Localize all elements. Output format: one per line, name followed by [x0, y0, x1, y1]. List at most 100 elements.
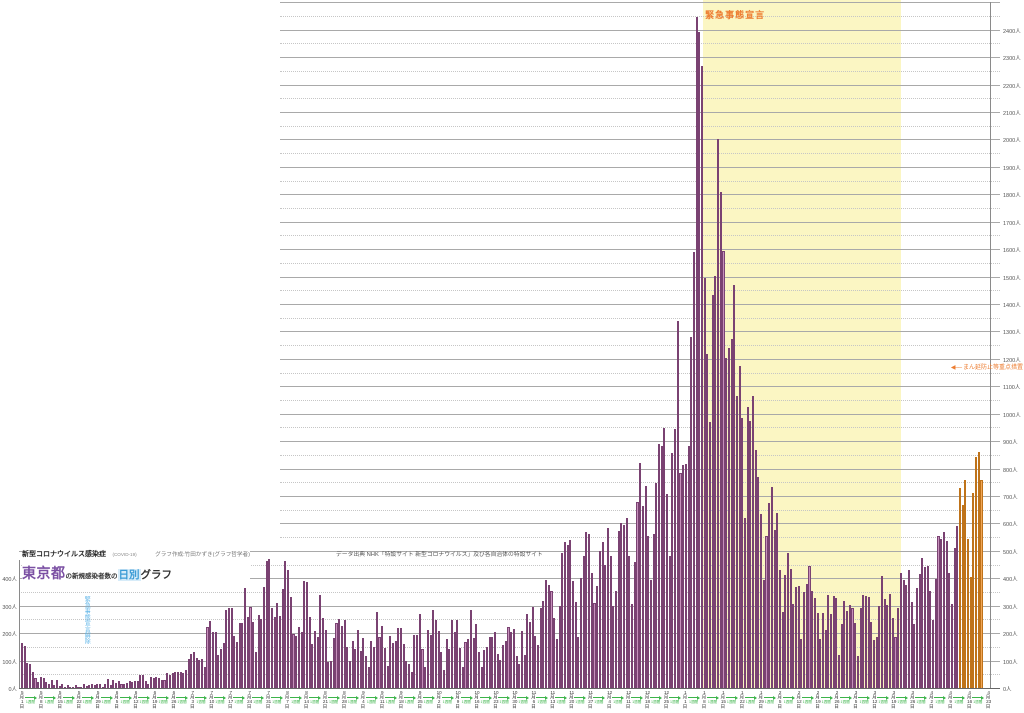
one-week-label: 1週間: [613, 700, 623, 704]
disease-name-en: (COVID-19): [112, 552, 137, 557]
week-date-label: 8月7日: [285, 690, 291, 709]
bar: [604, 564, 607, 688]
one-week-arrow-icon: 1週間: [233, 695, 246, 705]
bar: [778, 570, 781, 688]
disease-name: 新型コロナウイルス感染症: [22, 551, 106, 558]
arrow-shaft: [309, 697, 319, 699]
bar: [262, 587, 265, 688]
one-week-arrow-icon: 1週間: [801, 695, 814, 705]
week-cell: 3月5日 1週間: [853, 690, 872, 708]
bar: [370, 641, 373, 688]
bar: [531, 607, 534, 688]
bar: [300, 631, 303, 688]
bar: [596, 585, 599, 688]
arrow-head: [507, 695, 511, 700]
gridline: [280, 331, 1000, 333]
bar: [674, 429, 677, 688]
bar: [421, 648, 424, 688]
gridline: [280, 125, 1000, 127]
arrow-head: [90, 695, 94, 700]
bar: [816, 613, 819, 688]
one-week-label: 1週間: [328, 700, 339, 704]
bar: [848, 605, 851, 688]
bar: [811, 591, 814, 688]
bar: [585, 531, 588, 688]
bar: [757, 477, 760, 688]
bar: [332, 638, 335, 688]
bar: [528, 621, 532, 688]
chart-main-title: 東京都の新規感染者数の日別グラフ: [22, 563, 250, 583]
one-week-arrow-icon: 1週間: [327, 695, 340, 705]
bar: [598, 550, 601, 688]
bar: [55, 679, 59, 688]
bar: [910, 602, 913, 688]
bar: [980, 479, 983, 688]
bar: [671, 453, 674, 688]
bar: [101, 686, 104, 688]
bar: [254, 652, 257, 688]
arrow-head: [905, 695, 909, 700]
one-week-label: 1週間: [442, 700, 452, 704]
one-week-label: 1週間: [253, 700, 263, 704]
bar: [964, 479, 967, 688]
arrow-shaft: [934, 697, 944, 699]
bar: [289, 597, 292, 688]
bar: [273, 617, 276, 688]
bar: [883, 599, 886, 688]
one-week-label: 1週間: [878, 700, 888, 704]
week-cell: 12月25日 1週間: [663, 690, 682, 708]
arrow-head: [715, 695, 719, 700]
y-axis-label: 1400人: [1003, 302, 1021, 309]
bar: [107, 678, 110, 688]
gridline: [280, 399, 1000, 401]
x-axis-baseline: [19, 688, 1000, 689]
bar: [31, 672, 34, 688]
week-cell: 1月15日 1週間: [720, 690, 739, 708]
bar: [485, 646, 489, 688]
week-cell: 7月17日 1週間: [227, 690, 246, 708]
bar: [426, 629, 429, 688]
one-week-arrow-icon: 1週間: [972, 695, 985, 705]
one-week-arrow-icon: 1週間: [612, 695, 625, 705]
bar: [26, 663, 29, 688]
bar: [709, 421, 712, 688]
bar: [574, 601, 577, 688]
bar: [141, 674, 145, 688]
one-week-arrow-icon: 1週間: [574, 695, 587, 705]
bar: [96, 683, 99, 688]
bar: [117, 680, 120, 688]
bar: [945, 540, 948, 688]
week-cell: 6月19日 1週間: [152, 690, 171, 708]
bar: [601, 541, 604, 688]
bar: [464, 642, 467, 688]
one-week-arrow-icon: 1週間: [479, 695, 492, 705]
bar: [386, 666, 389, 688]
one-week-label: 1週間: [783, 700, 793, 704]
one-week-arrow-icon: 1週間: [62, 695, 75, 705]
bar: [424, 666, 427, 688]
arrow-head: [336, 695, 340, 700]
week-cell: 4月16日 1週間: [966, 690, 985, 708]
bar: [53, 685, 56, 688]
bar: [88, 685, 91, 688]
one-week-arrow-icon: 1週間: [934, 695, 947, 705]
arrow-shaft: [763, 697, 774, 699]
bar: [840, 624, 843, 688]
gridline: [280, 15, 1000, 17]
one-week-label: 1週間: [670, 700, 680, 704]
week-date-label: 7月3日: [190, 690, 196, 709]
bar: [636, 502, 639, 688]
bar: [768, 502, 771, 688]
bar: [558, 606, 561, 688]
arrow-head: [488, 695, 492, 700]
one-week-label: 1週間: [954, 700, 964, 704]
bar: [330, 661, 333, 688]
bar: [356, 630, 360, 688]
week-cell: 11月13日 1週間: [550, 690, 569, 708]
bar: [214, 631, 217, 688]
gridline: [280, 372, 1000, 374]
week-cell: 3月12日 1週間: [872, 690, 891, 708]
bar: [69, 686, 72, 688]
bar: [569, 540, 572, 688]
arrow-head: [355, 695, 359, 700]
